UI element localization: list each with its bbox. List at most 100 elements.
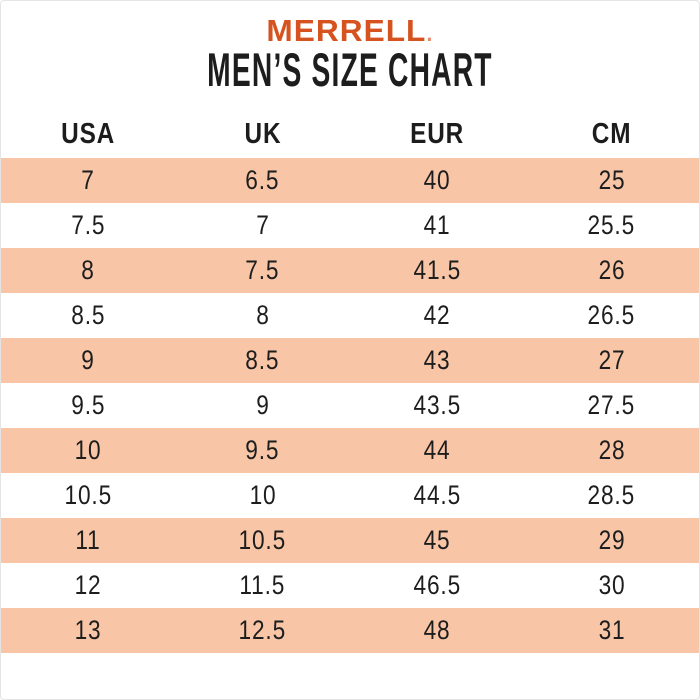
cell-value: 40 [423, 165, 451, 195]
table-row: 9 8.5 43 27 [1, 338, 699, 383]
cell-usa: 10.5 [1, 473, 176, 518]
table-row: 7.5 7 41 25.5 [1, 203, 699, 248]
cell-usa: 12 [1, 563, 176, 608]
cell-cm: 25 [525, 158, 700, 203]
cell-cm: 26.5 [525, 293, 700, 338]
cell-eur: 43 [350, 338, 525, 383]
cell-value: 12.5 [238, 615, 287, 645]
cell-cm: 27 [525, 338, 700, 383]
cell-eur: 44 [350, 428, 525, 473]
cell-value: 10 [74, 435, 102, 465]
cell-value: 10.5 [238, 525, 287, 555]
cell-uk: 11.5 [176, 563, 351, 608]
column-header-cm: CM [591, 118, 632, 150]
cell-uk: 10.5 [176, 518, 351, 563]
cell-value: 8.5 [71, 300, 106, 330]
cell-eur: 45 [350, 518, 525, 563]
cell-value: 27 [598, 345, 626, 375]
cell-cm: 30 [525, 563, 700, 608]
cell-value: 28 [598, 435, 626, 465]
cell-value: 7.5 [245, 255, 280, 285]
cell-value: 7 [256, 210, 270, 240]
cell-cm: 26 [525, 248, 700, 293]
cell-value: 11 [75, 525, 101, 555]
cell-eur: 41 [350, 203, 525, 248]
column-header-usa: USA [61, 118, 116, 150]
cell-value: 44.5 [413, 480, 462, 510]
cell-cm: 29 [525, 518, 700, 563]
cell-value: 11.5 [239, 570, 286, 600]
cell-value: 41.5 [413, 255, 462, 285]
table-row: 11 10.5 45 29 [1, 518, 699, 563]
brand-row: MERRELL. [1, 14, 699, 48]
cell-value: 12 [74, 570, 102, 600]
cell-value: 8.5 [245, 345, 280, 375]
cell-value: 45 [423, 525, 451, 555]
cell-value: 9.5 [245, 435, 280, 465]
cell-cm: 28.5 [525, 473, 700, 518]
cell-value: 26 [598, 255, 626, 285]
cell-eur: 41.5 [350, 248, 525, 293]
cell-value: 7.5 [71, 210, 106, 240]
cell-value: 31 [598, 615, 626, 645]
cell-value: 27.5 [587, 390, 636, 420]
cell-value: 46.5 [413, 570, 462, 600]
table-row: 8.5 8 42 26.5 [1, 293, 699, 338]
table-row: 12 11.5 46.5 30 [1, 563, 699, 608]
cell-uk: 8.5 [176, 338, 351, 383]
cell-value: 42 [423, 300, 451, 330]
cell-usa: 7.5 [1, 203, 176, 248]
cell-value: 9.5 [71, 390, 106, 420]
header-row: USA UK EUR CM [1, 106, 699, 158]
cell-value: 44 [423, 435, 451, 465]
cell-eur: 46.5 [350, 563, 525, 608]
page-title: MEN’S SIZE CHART [207, 43, 493, 96]
cell-value: 13 [74, 615, 102, 645]
cell-usa: 8 [1, 248, 176, 293]
brand-logo: MERRELL [265, 13, 426, 48]
size-chart-header: USA UK EUR CM [1, 106, 699, 158]
size-chart-table: USA UK EUR CM 7 6.5 40 25 7.5 7 41 25.5 8 7.5 41.5… [1, 106, 699, 653]
cell-value: 43.5 [413, 390, 462, 420]
cell-value: 29 [598, 525, 626, 555]
title-row: MEN’S SIZE CHART [1, 43, 699, 96]
cell-value: 8 [81, 255, 95, 285]
cell-usa: 9.5 [1, 383, 176, 428]
column-header-uk: UK [244, 118, 282, 150]
table-row: 13 12.5 48 31 [1, 608, 699, 653]
cell-eur: 48 [350, 608, 525, 653]
table-row: 9.5 9 43.5 27.5 [1, 383, 699, 428]
cell-value: 8 [256, 300, 270, 330]
cell-value: 9 [256, 390, 270, 420]
cell-value: 41 [423, 210, 451, 240]
cell-value: 48 [423, 615, 451, 645]
cell-value: 10.5 [64, 480, 113, 510]
cell-usa: 11 [1, 518, 176, 563]
cell-value: 30 [598, 570, 626, 600]
cell-value: 10 [249, 480, 277, 510]
cell-eur: 44.5 [350, 473, 525, 518]
cell-uk: 6.5 [176, 158, 351, 203]
size-chart-body: 7 6.5 40 25 7.5 7 41 25.5 8 7.5 41.5 26 8.5 8 42 26.5 9 8… [1, 158, 699, 653]
cell-uk: 12.5 [176, 608, 351, 653]
table-row: 10.5 10 44.5 28.5 [1, 473, 699, 518]
cell-uk: 8 [176, 293, 351, 338]
cell-usa: 8.5 [1, 293, 176, 338]
cell-cm: 28 [525, 428, 700, 473]
cell-uk: 10 [176, 473, 351, 518]
cell-eur: 43.5 [350, 383, 525, 428]
cell-value: 7 [81, 165, 95, 195]
cell-usa: 13 [1, 608, 176, 653]
cell-uk: 7.5 [176, 248, 351, 293]
table-row: 8 7.5 41.5 26 [1, 248, 699, 293]
cell-value: 43 [423, 345, 451, 375]
table-row: 10 9.5 44 28 [1, 428, 699, 473]
cell-uk: 9.5 [176, 428, 351, 473]
cell-value: 9 [81, 345, 95, 375]
cell-cm: 27.5 [525, 383, 700, 428]
cell-value: 25 [598, 165, 626, 195]
cell-uk: 7 [176, 203, 351, 248]
cell-usa: 10 [1, 428, 176, 473]
cell-value: 6.5 [245, 165, 280, 195]
